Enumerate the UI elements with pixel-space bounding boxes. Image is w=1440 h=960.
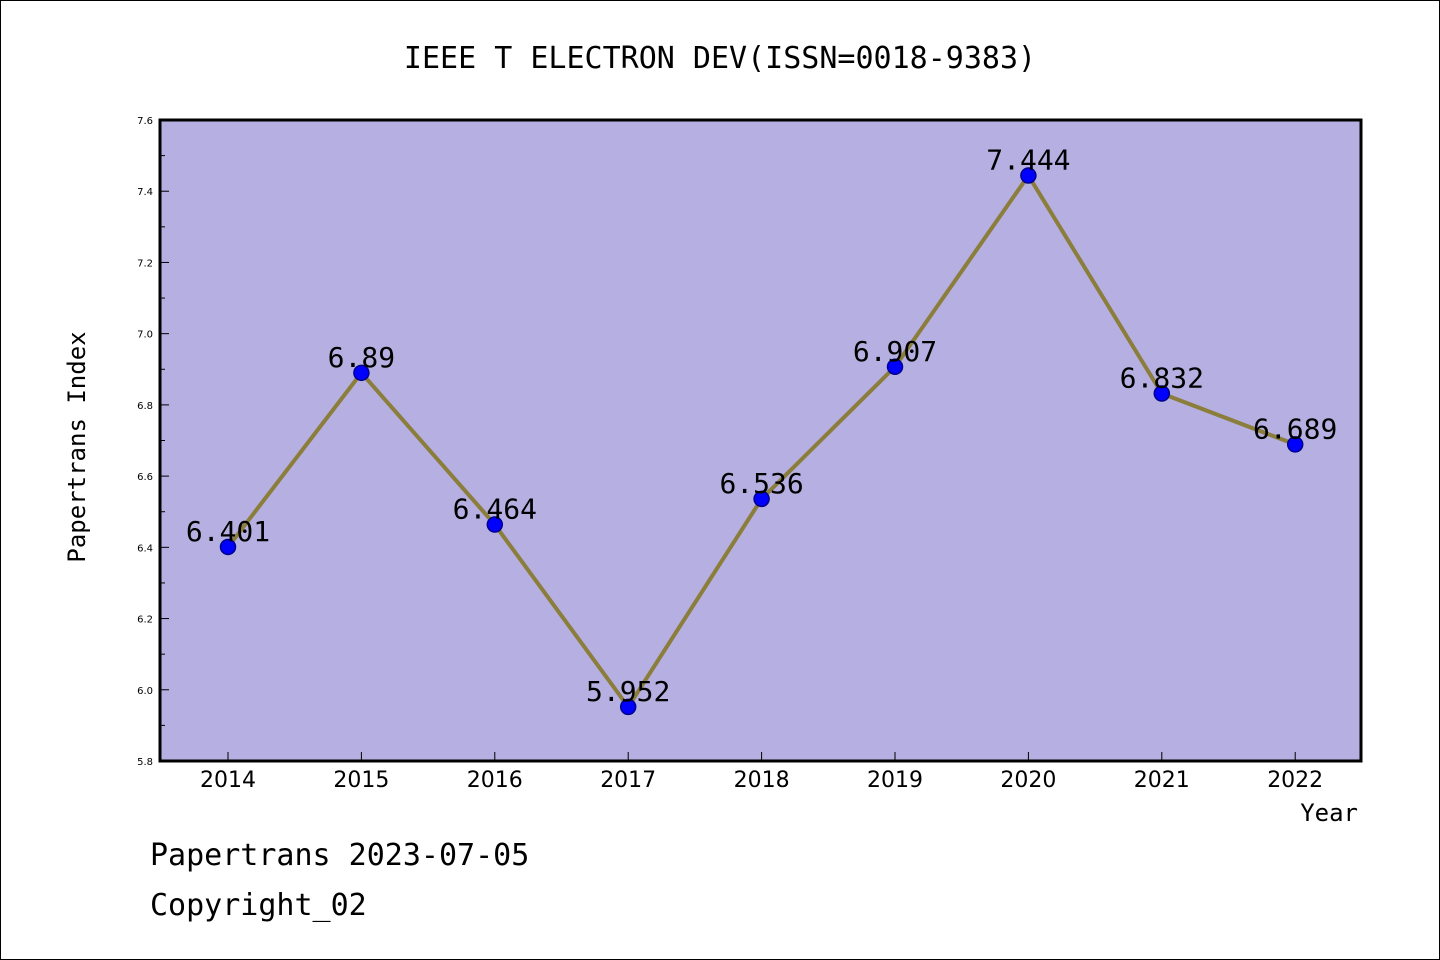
data-label: 6.401 [186,515,270,548]
data-label: 5.952 [586,675,670,708]
y-axis-label: Papertrans Index [63,331,91,562]
y-tick-label: 7.4 [137,187,153,198]
data-label-layer: 6.401 6.89 6.464 5.952 6.536 6.907 7.444 6.832 6… [186,144,1337,708]
series-layer [219,167,1304,716]
data-point [486,516,504,533]
x-tick-label: 2019 [867,768,923,793]
footer-date-text: Papertrans 2023-07-05 [150,838,529,873]
y-tick-label: 5.8 [137,757,153,768]
data-label: 6.689 [1253,412,1337,445]
data-point [1153,385,1171,402]
data-point [1286,436,1304,453]
x-tick-label: 2022 [1267,768,1323,793]
y-tick-label: 6.2 [137,615,153,626]
data-label: 6.907 [853,335,937,368]
data-point [886,358,904,376]
x-tick-label: 2016 [467,768,523,793]
chart-title: IEEE T ELECTRON DEV(ISSN=0018-9383) [404,41,1036,76]
y-tick-label: 6.4 [137,543,153,554]
x-tick-label: 2021 [1134,768,1190,793]
y-tick-label: 6.0 [137,686,153,697]
data-point [353,364,370,382]
x-tick-label: 2017 [600,768,656,793]
data-point [1020,167,1037,184]
x-axis: 2014 2015 2016 2017 2018 2019 2020 2021 2022 [200,752,1323,793]
footer-copyright-text: Copyright_02 [150,888,367,923]
data-point [219,538,237,556]
x-tick-label: 2018 [734,768,790,793]
y-tick-label: 6.6 [137,472,153,483]
y-tick-label: 7.2 [137,258,153,269]
data-label: 7.444 [986,144,1070,177]
x-axis-label: Year [1300,799,1358,827]
y-tick-label: 6.8 [137,401,153,412]
data-label: 6.832 [1120,361,1204,394]
data-label: 6.464 [453,493,537,526]
x-tick-label: 2020 [1000,768,1056,793]
y-tick-label: 7.0 [137,330,153,341]
x-tick-label: 2015 [333,768,389,793]
data-label: 6.89 [328,341,395,374]
x-tick-label: 2014 [200,768,256,793]
y-tick-label: 7.6 [137,116,153,127]
data-point [619,698,637,716]
data-point [753,490,770,508]
data-label: 6.536 [719,467,803,500]
plot-frame [158,118,1363,763]
plot-area [160,120,1361,761]
